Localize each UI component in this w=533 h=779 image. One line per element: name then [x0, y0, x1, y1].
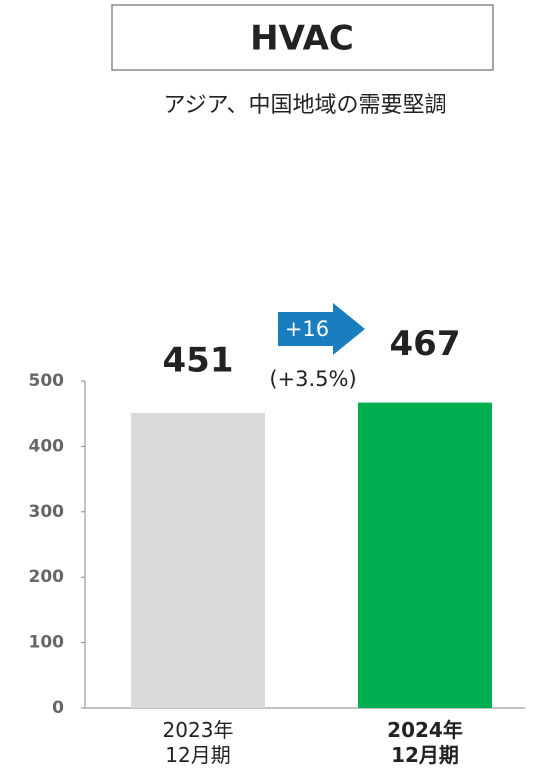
y-tick-label: 100 — [29, 633, 65, 653]
bar — [131, 413, 265, 708]
change-label: +16 — [285, 317, 329, 341]
chart-title: HVAC — [250, 19, 354, 59]
x-tick-label: 2024年 12月期 — [387, 718, 463, 767]
y-tick-label: 500 — [29, 371, 65, 391]
value-label: 451 — [163, 341, 234, 381]
y-tick-label: 200 — [29, 567, 65, 587]
percent-label: (+3.5%) — [269, 367, 356, 391]
title-box — [111, 4, 494, 71]
change-arrow — [278, 303, 365, 355]
y-tick-label: 400 — [29, 436, 65, 456]
value-label: 467 — [390, 324, 461, 364]
y-tick-label: 0 — [52, 698, 64, 718]
x-tick-label: 2023年 12月期 — [162, 718, 234, 767]
y-tick-label: 300 — [29, 502, 65, 522]
bar — [358, 402, 492, 708]
subtitle: アジア、中国地域の需要堅調 — [164, 93, 447, 118]
